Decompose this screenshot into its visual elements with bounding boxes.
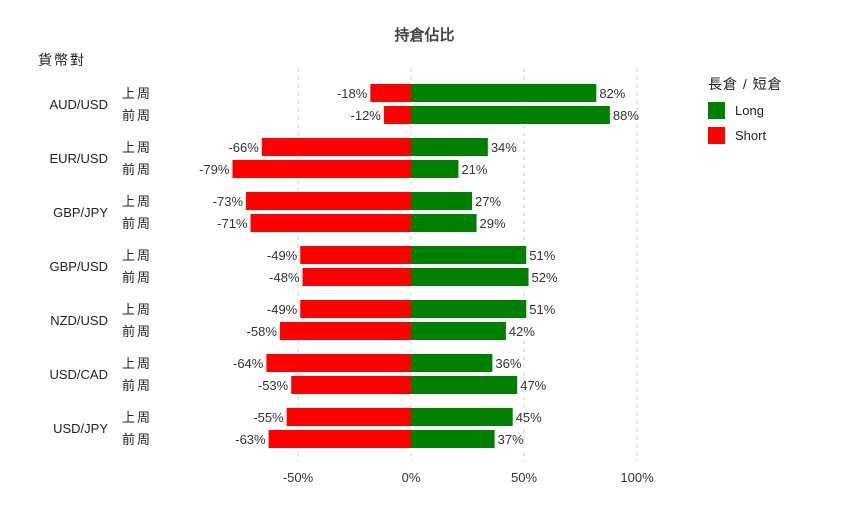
short-bar (266, 354, 411, 372)
category-label: GBP/USD (49, 259, 108, 274)
short-bar (300, 246, 411, 264)
long-data-label: 34% (491, 140, 517, 155)
short-bar (246, 192, 411, 210)
long-data-label: 51% (529, 248, 555, 263)
short-bar (383, 106, 411, 124)
long-data-label: 29% (480, 216, 506, 231)
category-label: AUD/USD (49, 97, 108, 112)
long-bar (411, 84, 597, 102)
long-bar (411, 138, 488, 156)
legend: 長倉 / 短倉 Long Short (708, 74, 783, 148)
x-tick-label: 50% (511, 470, 537, 485)
legend-swatch-short (708, 127, 725, 144)
long-data-label: 88% (613, 108, 639, 123)
period-label: 前周 (122, 270, 152, 285)
short-bar (268, 430, 411, 448)
x-tick-label: -50% (283, 470, 314, 485)
short-data-label: -66% (228, 140, 259, 155)
period-label: 前周 (122, 324, 152, 339)
long-bar (411, 192, 473, 210)
period-label: 上周 (122, 302, 152, 317)
category-label: USD/CAD (49, 367, 108, 382)
long-data-label: 37% (498, 432, 524, 447)
short-bar (286, 408, 411, 426)
long-bar (411, 300, 527, 318)
legend-title: 長倉 / 短倉 (708, 76, 783, 92)
short-data-label: -12% (351, 108, 382, 123)
category-label: NZD/USD (50, 313, 108, 328)
short-data-label: -53% (258, 378, 289, 393)
long-bar (411, 354, 493, 372)
short-data-label: -58% (247, 324, 278, 339)
period-label: 上周 (122, 140, 152, 155)
category-label: USD/JPY (53, 421, 108, 436)
long-bar (411, 322, 506, 340)
row-header-label: 貨幣對 (38, 52, 86, 68)
period-label: 前周 (122, 378, 152, 393)
period-label: 上周 (122, 86, 152, 101)
short-bar (279, 322, 411, 340)
period-label: 前周 (122, 432, 152, 447)
period-label: 前周 (122, 216, 152, 231)
short-data-label: -71% (217, 216, 248, 231)
period-label: 上周 (122, 410, 152, 425)
short-bar (300, 300, 411, 318)
short-data-label: -48% (269, 270, 300, 285)
long-data-label: 52% (532, 270, 558, 285)
period-label: 上周 (122, 194, 152, 209)
period-label: 上周 (122, 248, 152, 263)
period-label: 前周 (122, 108, 152, 123)
long-bar (411, 214, 477, 232)
long-bar (411, 268, 529, 286)
short-bar (232, 160, 411, 178)
legend-item-short[interactable]: Short (708, 123, 783, 148)
short-data-label: -73% (213, 194, 244, 209)
short-bar (370, 84, 411, 102)
short-bar (261, 138, 411, 156)
long-data-label: 47% (520, 378, 546, 393)
short-bar (250, 214, 411, 232)
long-bar (411, 106, 610, 124)
long-data-label: 21% (461, 162, 487, 177)
short-data-label: -49% (267, 302, 298, 317)
x-tick-label: 100% (620, 470, 654, 485)
x-tick-label: 0% (402, 470, 421, 485)
short-data-label: -63% (235, 432, 266, 447)
category-label: EUR/USD (49, 151, 108, 166)
long-data-label: 82% (599, 86, 625, 101)
period-label: 前周 (122, 162, 152, 177)
short-data-label: -49% (267, 248, 298, 263)
short-data-label: -55% (253, 410, 284, 425)
short-data-label: -18% (337, 86, 368, 101)
category-label: GBP/JPY (53, 205, 108, 220)
legend-item-long[interactable]: Long (708, 98, 783, 123)
long-bar (411, 376, 518, 394)
long-bar (411, 408, 513, 426)
short-data-label: -64% (233, 356, 264, 371)
short-data-label: -79% (199, 162, 230, 177)
long-bar (411, 246, 527, 264)
long-data-label: 42% (509, 324, 535, 339)
period-label: 上周 (122, 356, 152, 371)
chart-title: 持倉佔比 (394, 27, 455, 44)
long-bar (411, 430, 495, 448)
long-data-label: 45% (516, 410, 542, 425)
long-bar (411, 160, 459, 178)
short-bar (302, 268, 411, 286)
long-data-label: 36% (495, 356, 521, 371)
long-data-label: 27% (475, 194, 501, 209)
legend-label-short: Short (735, 128, 767, 143)
short-bar (291, 376, 411, 394)
legend-label-long: Long (735, 103, 764, 118)
legend-swatch-long (708, 102, 725, 119)
long-data-label: 51% (529, 302, 555, 317)
